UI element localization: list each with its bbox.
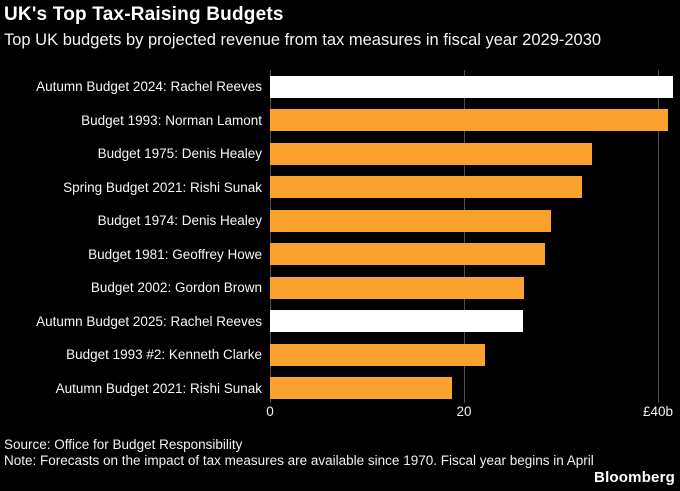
- category-label: Spring Budget 2021: Rishi Sunak: [63, 179, 262, 195]
- bar-row: [270, 338, 680, 372]
- category-label: Budget 2002: Gordon Brown: [90, 280, 262, 295]
- category-label: Autumn Budget 2024: Rachel Reeves: [36, 79, 262, 94]
- bar: [270, 377, 453, 399]
- source-text: Source: Office for Budget Responsibility: [4, 437, 243, 452]
- gridline-40: [658, 70, 659, 403]
- bloomberg-logo: Bloomberg: [594, 469, 675, 486]
- x-axis-tick-label: 0: [266, 404, 274, 419]
- page-title: UK's Top Tax-Raising Budgets: [4, 4, 284, 25]
- note-text: Note: Forecasts on the impact of tax mea…: [4, 453, 594, 468]
- bar-row: [270, 238, 680, 272]
- bar-row: [270, 137, 680, 171]
- bar-row: [270, 271, 680, 305]
- plot-area: 0 20 £40b: [266, 70, 680, 430]
- x-axis-tick-label: £40b: [642, 404, 674, 419]
- gridline-0: [270, 70, 271, 403]
- bar-row: [270, 305, 680, 339]
- category-label: Autumn Budget 2025: Rachel Reeves: [36, 313, 262, 329]
- category-label: Budget 1975: Denis Healey: [97, 146, 262, 161]
- bar: [270, 276, 525, 299]
- bar: [270, 243, 546, 265]
- bar: [270, 176, 583, 198]
- category-label: Autumn Budget 2021: Rishi Sunak: [55, 380, 262, 396]
- bar-row: [270, 104, 680, 138]
- gridline-20: [464, 70, 465, 403]
- category-label: Budget 1993: Norman Lamont: [81, 112, 262, 128]
- category-label: Budget 1974: Denis Healey: [97, 213, 262, 228]
- chart-subtitle: Top UK budgets by projected revenue from…: [4, 31, 602, 49]
- bar-row: [270, 171, 680, 205]
- bar: [270, 209, 552, 232]
- chart-header: UK's Top Tax-Raising Budgets Top UK budg…: [4, 3, 678, 51]
- bar-highlighted: [270, 75, 673, 98]
- category-label: Budget 1993 #2: Kenneth Clarke: [66, 347, 262, 362]
- bar-highlighted: [270, 310, 524, 332]
- bar: [270, 142, 593, 165]
- bar-row: [270, 372, 680, 406]
- bar: [270, 343, 486, 366]
- bar-row: [270, 204, 680, 238]
- bar-row: [270, 70, 680, 104]
- x-axis-tick-label: 20: [456, 404, 472, 419]
- chart-footnotes: Source: Office for Budget Responsibility…: [4, 437, 604, 469]
- bar: [270, 109, 668, 131]
- category-labels-column: Autumn Budget 2024: Rachel Reeves Budget …: [0, 70, 262, 405]
- category-label: Budget 1981: Geoffrey Howe: [88, 246, 262, 262]
